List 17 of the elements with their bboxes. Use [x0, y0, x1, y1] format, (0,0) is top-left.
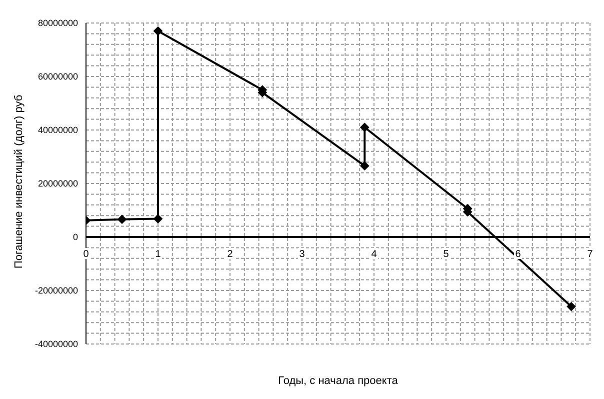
x-tick-label: 4 [371, 249, 378, 260]
x-tick-label: 6 [515, 249, 522, 260]
y-tick-label: 0 [72, 232, 78, 242]
y-tick-label: -20000000 [34, 286, 78, 296]
x-tick-label: 5 [443, 249, 450, 260]
y-tick-label: 40000000 [38, 125, 78, 136]
y-axis-title: Погашение инвестиций (долг) руб [12, 94, 25, 268]
y-tick-label: 80000000 [38, 18, 78, 28]
y-tick-label: 60000000 [38, 72, 78, 82]
x-tick-label: 0 [83, 249, 90, 260]
x-tick-label: 7 [587, 249, 594, 260]
x-tick-label: 2 [227, 249, 234, 260]
x-tick-label: 3 [299, 249, 306, 260]
y-tick-label: 20000000 [38, 178, 78, 189]
x-axis-title: Годы, с начала проекта [278, 375, 399, 387]
y-tick-label: -40000000 [34, 339, 78, 350]
x-tick-label: 1 [155, 249, 162, 260]
